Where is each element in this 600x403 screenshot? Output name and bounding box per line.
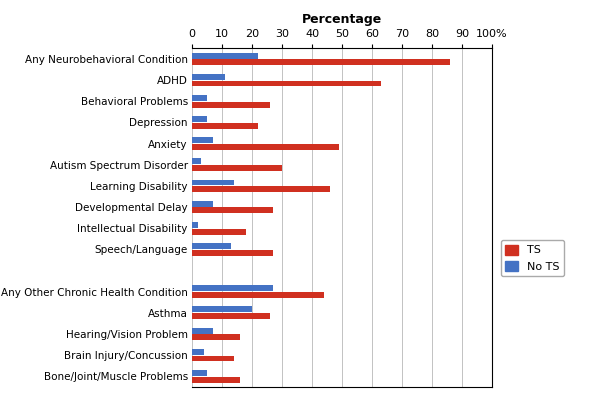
Bar (192, 137, 213, 143)
Bar (192, 116, 207, 122)
Bar (192, 144, 339, 150)
Bar (192, 165, 282, 171)
Bar (192, 328, 213, 334)
Bar (192, 74, 225, 80)
Bar (192, 243, 231, 249)
Bar (192, 59, 450, 65)
Bar (192, 158, 201, 164)
Bar (192, 334, 240, 340)
Bar (192, 355, 234, 361)
Bar (192, 95, 207, 101)
Bar (192, 229, 246, 235)
Legend: TS, No TS: TS, No TS (500, 240, 564, 276)
Bar (192, 81, 381, 87)
Bar (192, 208, 273, 214)
Bar (192, 222, 198, 228)
Bar (192, 292, 324, 298)
Bar (192, 250, 273, 256)
Bar (192, 349, 204, 355)
Bar (192, 370, 207, 376)
Bar (192, 102, 270, 108)
Bar (192, 377, 240, 383)
Bar (192, 53, 258, 58)
Title: Percentage: Percentage (302, 13, 382, 26)
Bar (192, 285, 273, 291)
Bar (192, 307, 252, 312)
Bar (192, 186, 330, 192)
Bar (192, 201, 213, 207)
Bar (192, 123, 258, 129)
Bar (192, 313, 270, 319)
Bar (192, 180, 234, 185)
